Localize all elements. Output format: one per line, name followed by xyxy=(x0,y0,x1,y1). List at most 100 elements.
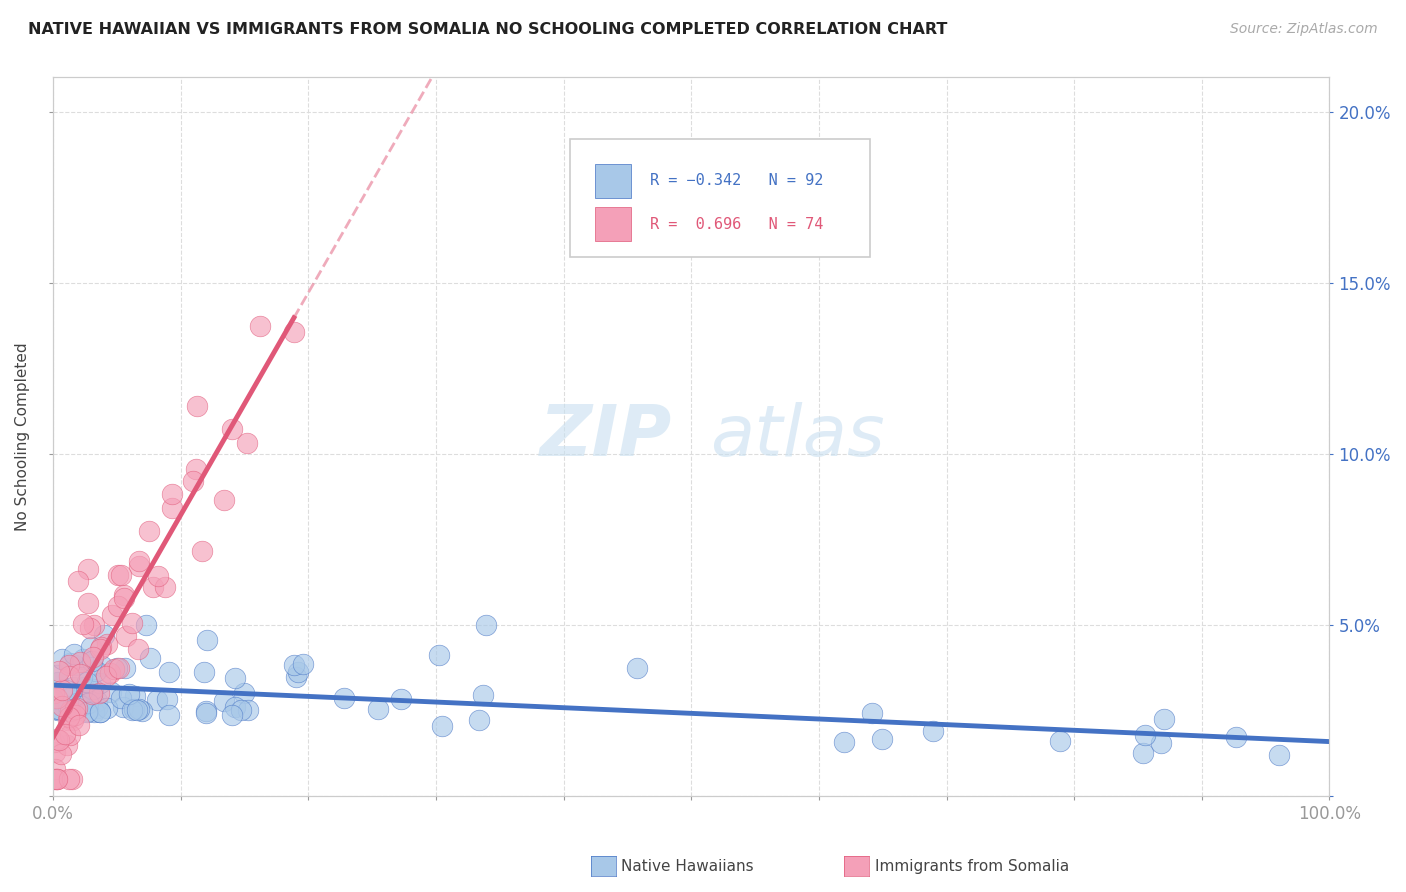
Point xyxy=(98,666,121,681)
Point xyxy=(77,596,100,610)
Point xyxy=(249,319,271,334)
Point xyxy=(110,568,132,582)
Point xyxy=(138,524,160,539)
Point xyxy=(69,698,91,713)
Point xyxy=(157,665,180,679)
Point xyxy=(183,475,205,489)
Point xyxy=(58,710,80,724)
Point xyxy=(91,659,114,673)
Point xyxy=(221,422,243,436)
Point xyxy=(44,762,66,776)
Point xyxy=(87,686,110,700)
Point xyxy=(389,692,412,706)
Text: atlas: atlas xyxy=(710,402,884,472)
Point xyxy=(229,702,252,716)
Point xyxy=(44,772,66,787)
Point xyxy=(89,641,111,656)
Point xyxy=(46,772,69,787)
Text: Source: ZipAtlas.com: Source: ZipAtlas.com xyxy=(1230,22,1378,37)
Point xyxy=(46,668,69,682)
Point xyxy=(162,487,184,501)
Point xyxy=(100,685,122,699)
Point xyxy=(80,640,103,654)
Point xyxy=(475,618,498,632)
Point xyxy=(86,693,108,707)
Point xyxy=(59,704,82,718)
Point xyxy=(860,706,883,721)
Point xyxy=(51,683,73,698)
Point xyxy=(332,691,354,706)
Point xyxy=(59,657,82,671)
Point xyxy=(101,607,124,622)
Point xyxy=(48,702,70,716)
Point xyxy=(55,682,77,697)
Point xyxy=(471,689,494,703)
Bar xyxy=(596,207,631,242)
Point xyxy=(69,655,91,669)
Point xyxy=(156,691,179,706)
Point xyxy=(89,705,111,719)
Point xyxy=(186,462,208,476)
Point xyxy=(212,694,235,708)
Point xyxy=(67,718,90,732)
Point xyxy=(86,701,108,715)
Point xyxy=(60,772,83,787)
Point xyxy=(195,706,218,721)
Point xyxy=(44,686,66,700)
Point xyxy=(124,690,146,704)
Point xyxy=(118,687,141,701)
Point xyxy=(131,704,153,718)
Point xyxy=(160,500,183,515)
Point xyxy=(58,713,80,727)
Point xyxy=(108,661,131,675)
Point xyxy=(1135,728,1157,742)
Point xyxy=(114,588,136,602)
Point xyxy=(93,628,115,642)
Point xyxy=(45,772,67,787)
Point xyxy=(112,591,135,605)
Bar xyxy=(596,164,631,198)
Point xyxy=(51,747,73,761)
Point xyxy=(291,657,314,672)
Point xyxy=(58,669,80,683)
Point xyxy=(107,568,129,582)
Point xyxy=(96,637,118,651)
Point xyxy=(59,728,82,742)
Point xyxy=(1225,731,1247,745)
Point xyxy=(832,735,855,749)
Point xyxy=(48,732,70,747)
Point xyxy=(77,696,100,710)
Point xyxy=(56,738,79,752)
Point xyxy=(626,661,648,675)
Point xyxy=(80,690,103,705)
Point xyxy=(76,561,98,575)
Point xyxy=(114,661,136,675)
Point xyxy=(127,641,149,656)
Point xyxy=(191,544,214,558)
Point xyxy=(367,701,389,715)
Point xyxy=(66,700,89,714)
Point xyxy=(1153,712,1175,726)
Text: Native Hawaiians: Native Hawaiians xyxy=(621,859,754,873)
Point xyxy=(79,621,101,635)
Point xyxy=(283,658,305,673)
Point xyxy=(195,704,218,718)
Point xyxy=(46,674,69,689)
Text: R =  0.696   N = 74: R = 0.696 N = 74 xyxy=(651,217,824,232)
Point xyxy=(157,707,180,722)
Point xyxy=(44,745,66,759)
Point xyxy=(153,580,176,594)
Text: NATIVE HAWAIIAN VS IMMIGRANTS FROM SOMALIA NO SCHOOLING COMPLETED CORRELATION CH: NATIVE HAWAIIAN VS IMMIGRANTS FROM SOMAL… xyxy=(28,22,948,37)
Point xyxy=(238,703,260,717)
Point xyxy=(467,714,489,728)
Point xyxy=(83,617,105,632)
Point xyxy=(79,697,101,711)
Point xyxy=(121,703,143,717)
Point xyxy=(58,772,80,787)
Point xyxy=(922,724,945,739)
Point xyxy=(72,680,94,694)
Point xyxy=(62,680,84,694)
Point xyxy=(235,436,257,450)
Point xyxy=(112,699,135,714)
Point xyxy=(82,649,104,664)
